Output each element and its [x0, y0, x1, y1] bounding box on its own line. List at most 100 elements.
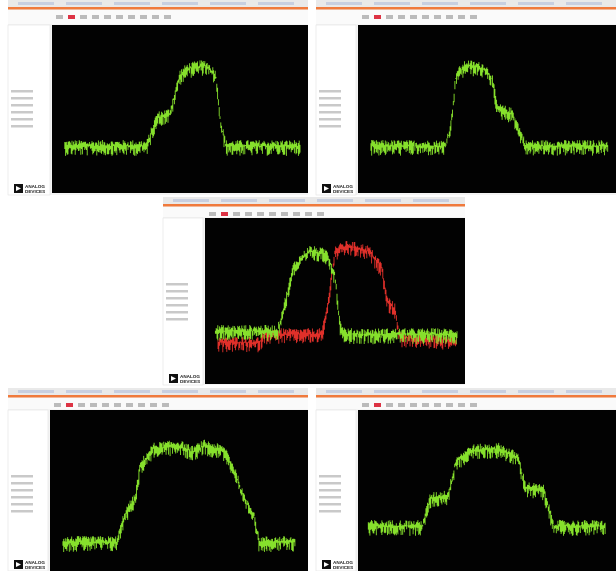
title-bar	[8, 0, 308, 7]
tab	[258, 390, 294, 393]
sidebar-field	[319, 510, 341, 513]
spectrum-trace	[367, 442, 606, 536]
toolbar-button	[470, 403, 477, 407]
toolbar-button	[102, 403, 109, 407]
toolbar	[316, 10, 616, 24]
logo-text: ANALOG	[333, 184, 353, 189]
toolbar-button	[293, 212, 300, 216]
toolbar-button	[150, 403, 157, 407]
menu-bar	[163, 204, 465, 207]
sidebar-field	[11, 111, 33, 114]
toolbar-button	[470, 15, 477, 19]
sidebar-field	[319, 503, 341, 506]
tab	[422, 390, 458, 393]
sidebar-field	[11, 125, 33, 128]
sidebar-field	[11, 482, 33, 485]
tab	[269, 199, 305, 202]
toolbar-button	[458, 15, 465, 19]
tab	[114, 2, 150, 5]
sidebar-field	[166, 283, 188, 286]
sidebar-field	[11, 475, 33, 478]
toolbar-button	[114, 403, 121, 407]
toolbar-button	[422, 403, 429, 407]
toolbar-button	[362, 15, 369, 19]
toolbar-button	[434, 403, 441, 407]
spectrum-trace	[370, 60, 609, 156]
sidebar-field	[11, 118, 33, 121]
toolbar-button	[66, 403, 73, 407]
toolbar-button	[233, 212, 240, 216]
plot-area	[358, 25, 616, 193]
toolbar-button	[152, 15, 159, 19]
tab	[18, 390, 54, 393]
sidebar-field	[319, 111, 341, 114]
tab	[326, 390, 362, 393]
sidebar-field	[11, 510, 33, 513]
tab	[374, 2, 410, 5]
toolbar-button	[269, 212, 276, 216]
toolbar-button	[126, 403, 133, 407]
tab	[162, 2, 198, 5]
toolbar-button	[68, 15, 75, 19]
logo-text: ANALOG	[333, 560, 353, 565]
toolbar-button	[362, 403, 369, 407]
logo-text: DEVICES	[333, 189, 353, 194]
logo-triangle	[324, 562, 329, 567]
title-bar	[316, 0, 616, 7]
tab	[210, 390, 246, 393]
logo-text: ANALOG	[25, 184, 45, 189]
tab	[518, 2, 554, 5]
spectrum-trace	[214, 246, 458, 345]
toolbar-button	[257, 212, 264, 216]
toolbar-button	[386, 403, 393, 407]
tab	[365, 199, 401, 202]
toolbar-button	[374, 15, 381, 19]
menu-bar	[8, 395, 308, 398]
menu-bar	[8, 7, 308, 10]
toolbar-button	[221, 212, 228, 216]
toolbar-button	[209, 212, 216, 216]
toolbar-button	[398, 403, 405, 407]
toolbar-button	[422, 15, 429, 19]
tab	[114, 390, 150, 393]
tab	[566, 2, 602, 5]
toolbar-button	[78, 403, 85, 407]
toolbar-button	[281, 212, 288, 216]
logo-text: ANALOG	[25, 560, 45, 565]
toolbar-button	[446, 403, 453, 407]
sidebar-field	[319, 97, 341, 100]
toolbar-button	[128, 15, 135, 19]
toolbar	[316, 398, 616, 409]
tab	[317, 199, 353, 202]
toolbar	[163, 207, 465, 217]
logo-text: ANALOG	[180, 374, 200, 379]
logo-triangle	[16, 562, 21, 567]
tab	[566, 390, 602, 393]
sidebar-field	[319, 118, 341, 121]
toolbar-button	[374, 403, 381, 407]
sidebar-field	[319, 90, 341, 93]
toolbar-button	[104, 15, 111, 19]
sidebar-field	[319, 482, 341, 485]
sidebar	[7, 24, 51, 196]
tab	[18, 2, 54, 5]
tab	[221, 199, 257, 202]
sidebar-field	[166, 311, 188, 314]
toolbar	[8, 398, 308, 409]
sidebar-field	[11, 90, 33, 93]
sidebar	[162, 217, 204, 386]
sidebar-field	[166, 304, 188, 307]
tab	[173, 199, 209, 202]
toolbar-button	[410, 403, 417, 407]
tab	[374, 390, 410, 393]
tab	[518, 390, 554, 393]
toolbar-button	[140, 15, 147, 19]
menu-bar	[316, 395, 616, 398]
logo-triangle	[16, 186, 21, 191]
toolbar-button	[162, 403, 169, 407]
